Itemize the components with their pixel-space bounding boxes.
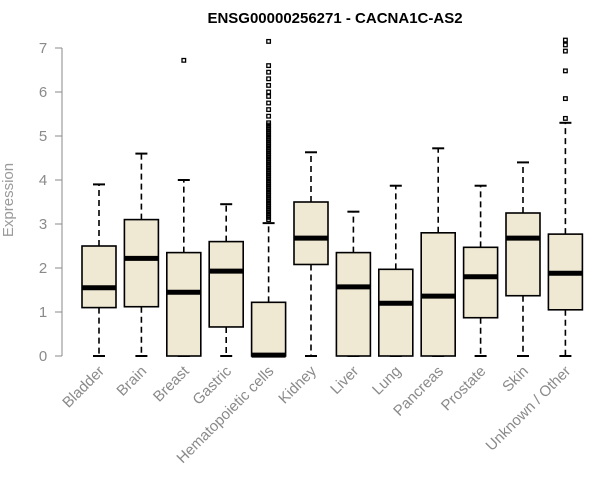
box-2	[166, 57, 202, 357]
chart-title: ENSG00000256271 - CACNA1C-AS2	[207, 10, 462, 27]
x-tick-label-6: Liver	[327, 363, 362, 398]
boxes-group	[81, 37, 584, 358]
box-body	[505, 212, 541, 297]
box-1	[123, 152, 160, 357]
outlier-point	[266, 63, 272, 69]
outlier-point	[266, 113, 272, 119]
box-body	[208, 240, 244, 328]
x-tick-label-5: Kidney	[275, 362, 320, 407]
x-tick-label-7: Lung	[369, 363, 405, 399]
box-body	[335, 251, 372, 357]
outlier-point	[181, 57, 187, 63]
box-body	[293, 201, 329, 266]
outlier-point	[562, 37, 568, 43]
box-body	[250, 301, 287, 357]
outlier-point	[266, 69, 272, 75]
y-axis-label: Expression	[0, 163, 17, 237]
y-tick-label-2: 2	[39, 260, 47, 277]
outlier-point	[266, 93, 272, 99]
outlier-point	[266, 100, 272, 106]
outlier-point	[266, 89, 272, 95]
y-tick-label-1: 1	[39, 304, 47, 321]
outlier-point	[266, 76, 272, 82]
outlier-point	[266, 82, 272, 88]
outlier-point	[562, 68, 568, 74]
y-tick-label-0: 0	[39, 348, 47, 365]
box-0	[81, 183, 117, 357]
y-tick-label-7: 7	[39, 40, 47, 57]
box-body	[166, 251, 202, 357]
box-6	[335, 210, 372, 357]
box-body	[123, 218, 160, 308]
box-4	[250, 38, 287, 358]
box-8	[420, 147, 457, 357]
box-body	[81, 245, 117, 309]
x-tick-label-1: Brain	[113, 363, 150, 400]
y-tick-label-3: 3	[39, 216, 47, 233]
box-3	[208, 203, 244, 357]
box-7	[377, 184, 414, 357]
outlier-point	[266, 120, 272, 126]
x-tick-label-9: Prostate	[438, 363, 490, 415]
y-tick-label-5: 5	[39, 128, 47, 145]
x-tick-label-10: Skin	[499, 363, 532, 396]
outlier-point	[562, 115, 568, 121]
outlier-point	[266, 107, 272, 113]
box-5	[293, 151, 329, 357]
outlier-point	[562, 96, 568, 102]
box-10	[505, 161, 541, 357]
box-body	[377, 268, 414, 357]
box-9	[462, 184, 499, 357]
outlier-point	[562, 48, 568, 54]
box-11	[547, 37, 584, 357]
outlier-point	[266, 38, 272, 44]
x-tick-label-0: Bladder	[59, 363, 108, 412]
y-tick-label-4: 4	[39, 172, 47, 189]
box-body	[462, 246, 499, 319]
x-tick-label-2: Breast	[150, 362, 193, 405]
y-axis: 0 1 2 3 4 5 6 7	[39, 40, 63, 365]
y-tick-label-6: 6	[39, 84, 47, 101]
outlier-point	[562, 42, 568, 48]
